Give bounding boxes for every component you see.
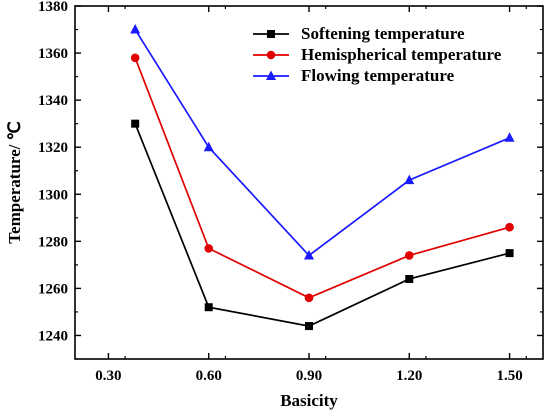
y-tick-label: 1380 [38,0,68,15]
series-hemispherical-temperature [130,53,514,303]
legend-label: Softening temperature [301,24,465,43]
triangle-marker [504,132,515,142]
circle-marker [204,244,214,253]
series-flowing-temperature [130,24,515,260]
triangle-marker [304,249,314,260]
square-marker [405,274,414,283]
legend-item: Hemispherical temperature [253,45,502,64]
triangle-marker [404,174,415,185]
legend-label: Hemispherical temperature [301,45,502,64]
square-marker [505,249,514,258]
square-marker [131,119,140,128]
x-tick-label: 1.50 [496,368,522,384]
x-tick-label: 0.60 [196,368,222,384]
square-marker [204,303,213,312]
circle-marker [130,53,140,63]
x-tick-labels: 0.30 0.60 0.90 1.20 1.50 [95,368,522,384]
y-tick-labels: 1240 1260 1280 1300 1320 1340 1360 1380 [38,0,68,344]
x-axis-title: Basicity [280,391,338,410]
circle-marker [505,222,514,232]
legend-label: Flowing temperature [301,66,455,85]
triangle-marker [130,24,141,34]
y-axis-title: Temperature/ ℃ [5,121,24,244]
triangle-marker [266,70,276,80]
y-tick-label: 1300 [38,187,68,203]
legend: Softening temperature Hemispherical tempe… [253,24,502,85]
y-tick-label: 1260 [38,281,68,297]
triangle-marker [203,141,214,152]
x-tick-label: 0.30 [95,368,121,384]
square-marker [267,30,275,38]
legend-item: Softening temperature [253,24,465,43]
circle-marker [304,293,314,303]
tick-marks [75,5,543,360]
y-tick-label: 1360 [38,46,68,62]
y-tick-label: 1340 [38,93,68,109]
legend-item: Flowing temperature [253,66,455,85]
x-tick-label: 1.20 [396,368,422,384]
series-group [130,24,515,331]
series-softening-temperature [131,119,514,331]
y-tick-label: 1240 [38,328,68,344]
x-tick-label: 0.90 [296,368,322,384]
circle-marker [266,50,276,60]
square-marker [305,322,313,331]
y-tick-label: 1280 [38,234,68,250]
y-tick-label: 1320 [38,140,68,156]
circle-marker [404,251,414,260]
series-line [134,123,510,327]
